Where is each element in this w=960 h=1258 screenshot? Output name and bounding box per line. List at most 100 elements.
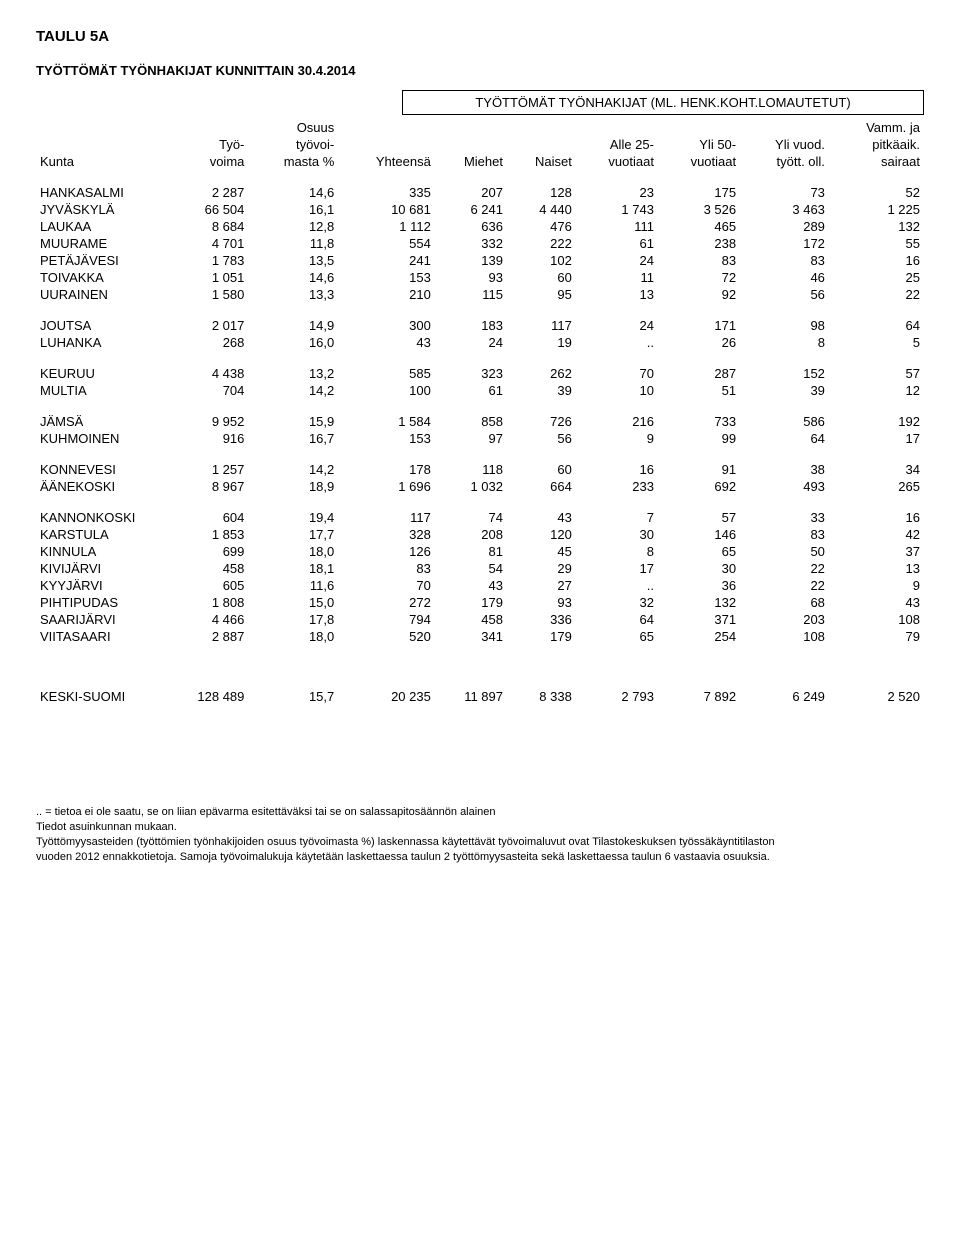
cell-yli50: 99 bbox=[658, 430, 740, 447]
cell-yht: 554 bbox=[338, 235, 435, 252]
cell-yht: 335 bbox=[338, 184, 435, 201]
col-kunta-l2 bbox=[36, 136, 164, 153]
cell-vamm: 132 bbox=[829, 218, 924, 235]
cell-vamm: 108 bbox=[829, 611, 924, 628]
cell-vamm: 55 bbox=[829, 235, 924, 252]
cell-yli50: 171 bbox=[658, 317, 740, 334]
cell-yht: 126 bbox=[338, 543, 435, 560]
cell-naiset: 95 bbox=[507, 286, 576, 303]
cell-naiset: 43 bbox=[507, 509, 576, 526]
table-row: TOIVAKKA1 05114,6153936011724625 bbox=[36, 269, 924, 286]
cell-naiset: 120 bbox=[507, 526, 576, 543]
cell-alle25: 32 bbox=[576, 594, 658, 611]
cell-naiset: 664 bbox=[507, 478, 576, 495]
cell-tyovoima: 4 701 bbox=[164, 235, 248, 252]
cell-yli50: 465 bbox=[658, 218, 740, 235]
cell-yli50: 51 bbox=[658, 382, 740, 399]
table-row: KUHMOINEN91616,715397569996417 bbox=[36, 430, 924, 447]
cell-yli50: 92 bbox=[658, 286, 740, 303]
cell-ylivd: 98 bbox=[740, 317, 829, 334]
table-row: JÄMSÄ9 95215,91 584858726216733586192 bbox=[36, 413, 924, 430]
cell-tyovoima: 8 967 bbox=[164, 478, 248, 495]
table-total-row: KESKI-SUOMI128 48915,720 23511 8978 3382… bbox=[36, 673, 924, 705]
cell-vamm: 43 bbox=[829, 594, 924, 611]
cell-miehet: 54 bbox=[435, 560, 507, 577]
table-row: KONNEVESI1 25714,21781186016913834 bbox=[36, 461, 924, 478]
group-spacer bbox=[36, 399, 924, 413]
cell-alle25: 30 bbox=[576, 526, 658, 543]
cell-naiset: 726 bbox=[507, 413, 576, 430]
cell-naiset: 60 bbox=[507, 461, 576, 478]
cell-alle25: 23 bbox=[576, 184, 658, 201]
cell-kunta: LUHANKA bbox=[36, 334, 164, 351]
cell-osuus: 17,7 bbox=[248, 526, 338, 543]
cell-kunta: PIHTIPUDAS bbox=[36, 594, 164, 611]
cell-yli50: 57 bbox=[658, 509, 740, 526]
cell-osuus: 14,2 bbox=[248, 461, 338, 478]
cell-naiset: 179 bbox=[507, 628, 576, 645]
cell-yht: 300 bbox=[338, 317, 435, 334]
cell-yli50: 83 bbox=[658, 252, 740, 269]
cell-alle25: .. bbox=[576, 577, 658, 594]
cell-kunta: KESKI-SUOMI bbox=[36, 673, 164, 705]
group-spacer bbox=[36, 447, 924, 461]
cell-kunta: MULTIA bbox=[36, 382, 164, 399]
cell-osuus: 16,0 bbox=[248, 334, 338, 351]
cell-vamm: 16 bbox=[829, 252, 924, 269]
cell-osuus: 16,7 bbox=[248, 430, 338, 447]
cell-tyovoima: 1 808 bbox=[164, 594, 248, 611]
col-tyovoima-l1 bbox=[164, 119, 248, 136]
cell-yht: 83 bbox=[338, 560, 435, 577]
cell-osuus: 16,1 bbox=[248, 201, 338, 218]
cell-yli50: 91 bbox=[658, 461, 740, 478]
table-row: SAARIJÄRVI4 46617,879445833664371203108 bbox=[36, 611, 924, 628]
cell-naiset: 128 bbox=[507, 184, 576, 201]
col-tyovoima-l2: Työ- bbox=[164, 136, 248, 153]
cell-tyovoima: 699 bbox=[164, 543, 248, 560]
col-alle25-l3: vuotiaat bbox=[576, 153, 658, 170]
cell-vamm: 64 bbox=[829, 317, 924, 334]
col-naiset-l2 bbox=[507, 136, 576, 153]
col-ylivd-l2: Yli vuod. bbox=[740, 136, 829, 153]
cell-ylivd: 108 bbox=[740, 628, 829, 645]
cell-yht: 1 584 bbox=[338, 413, 435, 430]
group-spacer bbox=[36, 303, 924, 317]
cell-alle25: 1 743 bbox=[576, 201, 658, 218]
footnote-line: Tiedot asuinkunnan mukaan. bbox=[36, 820, 924, 835]
cell-miehet: 118 bbox=[435, 461, 507, 478]
cell-yht: 794 bbox=[338, 611, 435, 628]
cell-yht: 520 bbox=[338, 628, 435, 645]
col-alle25-l2: Alle 25- bbox=[576, 136, 658, 153]
col-yht-l1 bbox=[338, 119, 435, 136]
cell-kunta: JYVÄSKYLÄ bbox=[36, 201, 164, 218]
cell-ylivd: 22 bbox=[740, 560, 829, 577]
cell-kunta: TOIVAKKA bbox=[36, 269, 164, 286]
table-row: UURAINEN1 58013,32101159513925622 bbox=[36, 286, 924, 303]
cell-yht: 153 bbox=[338, 430, 435, 447]
cell-ylivd: 152 bbox=[740, 365, 829, 382]
group-spacer bbox=[36, 659, 924, 673]
cell-tyovoima: 1 580 bbox=[164, 286, 248, 303]
cell-osuus: 18,0 bbox=[248, 628, 338, 645]
cell-vamm: 17 bbox=[829, 430, 924, 447]
cell-vamm: 16 bbox=[829, 509, 924, 526]
cell-miehet: 207 bbox=[435, 184, 507, 201]
cell-ylivd: 50 bbox=[740, 543, 829, 560]
cell-ylivd: 3 463 bbox=[740, 201, 829, 218]
cell-miehet: 323 bbox=[435, 365, 507, 382]
cell-alle25: 24 bbox=[576, 317, 658, 334]
table-row: JOUTSA2 01714,9300183117241719864 bbox=[36, 317, 924, 334]
table-row: KINNULA69918,012681458655037 bbox=[36, 543, 924, 560]
cell-miehet: 6 241 bbox=[435, 201, 507, 218]
cell-yli50: 238 bbox=[658, 235, 740, 252]
cell-naiset: 4 440 bbox=[507, 201, 576, 218]
col-kunta-l1 bbox=[36, 119, 164, 136]
cell-tyovoima: 605 bbox=[164, 577, 248, 594]
table-row: MULTIA70414,2100613910513912 bbox=[36, 382, 924, 399]
cell-ylivd: 83 bbox=[740, 526, 829, 543]
cell-tyovoima: 4 466 bbox=[164, 611, 248, 628]
cell-kunta: JÄMSÄ bbox=[36, 413, 164, 430]
cell-yht: 70 bbox=[338, 577, 435, 594]
cell-miehet: 139 bbox=[435, 252, 507, 269]
cell-vamm: 1 225 bbox=[829, 201, 924, 218]
